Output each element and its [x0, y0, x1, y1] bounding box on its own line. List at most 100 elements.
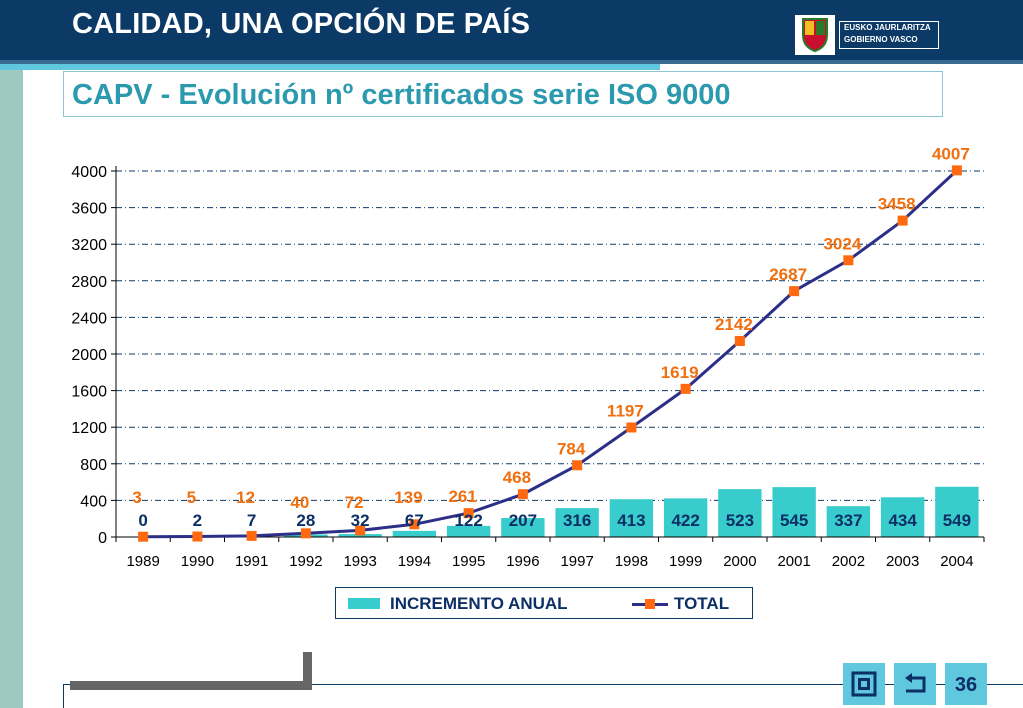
- x-tick-label: 1991: [235, 553, 268, 570]
- end-show-icon: [851, 671, 877, 697]
- left-side-bar: [0, 70, 23, 708]
- bar: [772, 487, 816, 537]
- total-data-label: 2142: [715, 315, 753, 334]
- x-tick-label: 1990: [181, 553, 214, 570]
- y-tick-label: 4000: [71, 164, 107, 181]
- subtitle-box: CAPV - Evolución nº certificados serie I…: [63, 71, 943, 117]
- x-tick-label: 1992: [289, 553, 322, 570]
- y-tick-label: 3600: [71, 201, 107, 218]
- bar: [935, 486, 979, 537]
- x-tick-label: 1993: [343, 553, 376, 570]
- y-tick-label: 2800: [71, 274, 107, 291]
- bar-data-label: 28: [296, 511, 315, 530]
- chart-legend: INCREMENTO ANUAL TOTAL: [335, 587, 753, 619]
- x-tick-label: 1996: [506, 553, 539, 570]
- total-data-label: 1197: [607, 401, 644, 420]
- bar-data-label: 413: [617, 511, 645, 530]
- bar-data-label: 32: [351, 511, 370, 530]
- total-data-label: 261: [448, 487, 476, 506]
- bar: [663, 498, 708, 537]
- legend-marker-swatch: [645, 599, 655, 609]
- y-tick-label: 400: [80, 493, 107, 510]
- chart-title: CAPV - Evolución nº certificados serie I…: [72, 79, 731, 111]
- total-data-label: 3024: [823, 234, 861, 253]
- total-data-label: 5: [187, 488, 196, 507]
- total-marker: [138, 531, 149, 542]
- total-data-label: 139: [394, 488, 422, 507]
- total-data-label: 468: [503, 468, 531, 487]
- header-bar: CALIDAD, UNA OPCIÓN DE PAÍS EUSKO JAURLA…: [0, 0, 1023, 60]
- logo-line-2: GOBIERNO VASCO: [844, 35, 918, 44]
- legend-line-label: TOTAL: [674, 594, 730, 613]
- header-accent-stripe: [0, 64, 660, 70]
- total-marker: [734, 336, 745, 347]
- bar-data-label: 7: [247, 511, 256, 530]
- y-tick-label: 3200: [71, 237, 107, 254]
- total-marker: [951, 165, 962, 176]
- bar-data-label: 523: [726, 511, 754, 530]
- total-marker: [246, 530, 257, 541]
- y-tick-label: 800: [80, 457, 107, 474]
- bar-data-label: 337: [834, 511, 862, 530]
- x-tick-label: 2002: [832, 553, 865, 570]
- bar-data-label: 549: [943, 511, 971, 530]
- legend-bar-label: INCREMENTO ANUAL: [390, 594, 568, 613]
- x-tick-label: 1997: [560, 553, 593, 570]
- bar: [338, 534, 382, 537]
- bar: [609, 499, 654, 537]
- total-data-label: 3458: [878, 195, 916, 214]
- total-marker: [409, 519, 420, 530]
- return-button[interactable]: [894, 663, 936, 705]
- x-tick-label: 1989: [126, 553, 159, 570]
- x-tick-label: 1999: [669, 553, 702, 570]
- x-tick-label: 1994: [398, 553, 431, 570]
- bar: [718, 489, 762, 537]
- end-show-button[interactable]: [843, 663, 885, 705]
- page-title: CALIDAD, UNA OPCIÓN DE PAÍS: [72, 8, 531, 40]
- legend-bar-swatch: [348, 598, 380, 609]
- total-line: [143, 169, 958, 539]
- y-tick-label: 1600: [71, 384, 107, 401]
- page-number: 36: [945, 663, 987, 705]
- y-tick-label: 0: [98, 530, 107, 547]
- bar-data-label: 422: [671, 511, 699, 530]
- logo-line-1: EUSKO JAURLARITZA: [844, 23, 931, 32]
- logo: EUSKO JAURLARITZA GOBIERNO VASCO: [795, 15, 947, 55]
- y-tick-label: 2400: [71, 310, 107, 327]
- header-stripe: [0, 60, 1023, 64]
- x-tick-label: 2001: [777, 553, 810, 570]
- total-data-label: 40: [290, 493, 309, 512]
- total-data-label: 2687: [769, 265, 807, 284]
- bar-data-label: 545: [780, 511, 808, 530]
- logo-text: EUSKO JAURLARITZA GOBIERNO VASCO: [839, 21, 939, 49]
- total-marker: [897, 215, 908, 226]
- x-tick-label: 2004: [940, 553, 973, 570]
- bar-data-label: 67: [405, 511, 424, 530]
- bar-data-label: 0: [138, 511, 147, 530]
- footer-tab-horizontal: [70, 681, 312, 690]
- x-tick-label: 1995: [452, 553, 485, 570]
- bar: [392, 530, 437, 537]
- y-tick-label: 1200: [71, 420, 107, 437]
- footer-left-edge: [63, 684, 64, 708]
- x-tick-label: 2003: [886, 553, 919, 570]
- bar: [501, 518, 545, 537]
- total-marker: [300, 528, 311, 539]
- footer-divider: [63, 684, 1023, 685]
- bar: [446, 525, 491, 537]
- total-marker: [680, 383, 691, 394]
- bar: [880, 497, 925, 537]
- total-marker: [843, 255, 854, 266]
- total-data-label: 72: [345, 493, 364, 512]
- total-marker: [572, 460, 583, 471]
- return-arrow-icon: [905, 673, 926, 693]
- bar-data-label: 122: [454, 511, 482, 530]
- x-tick-label: 1998: [615, 553, 648, 570]
- total-data-label: 12: [236, 488, 255, 507]
- total-data-label: 4007: [932, 144, 970, 163]
- bar-data-label: 434: [888, 511, 917, 530]
- total-marker: [355, 525, 366, 536]
- total-marker: [192, 531, 203, 542]
- bar-data-label: 2: [193, 511, 202, 530]
